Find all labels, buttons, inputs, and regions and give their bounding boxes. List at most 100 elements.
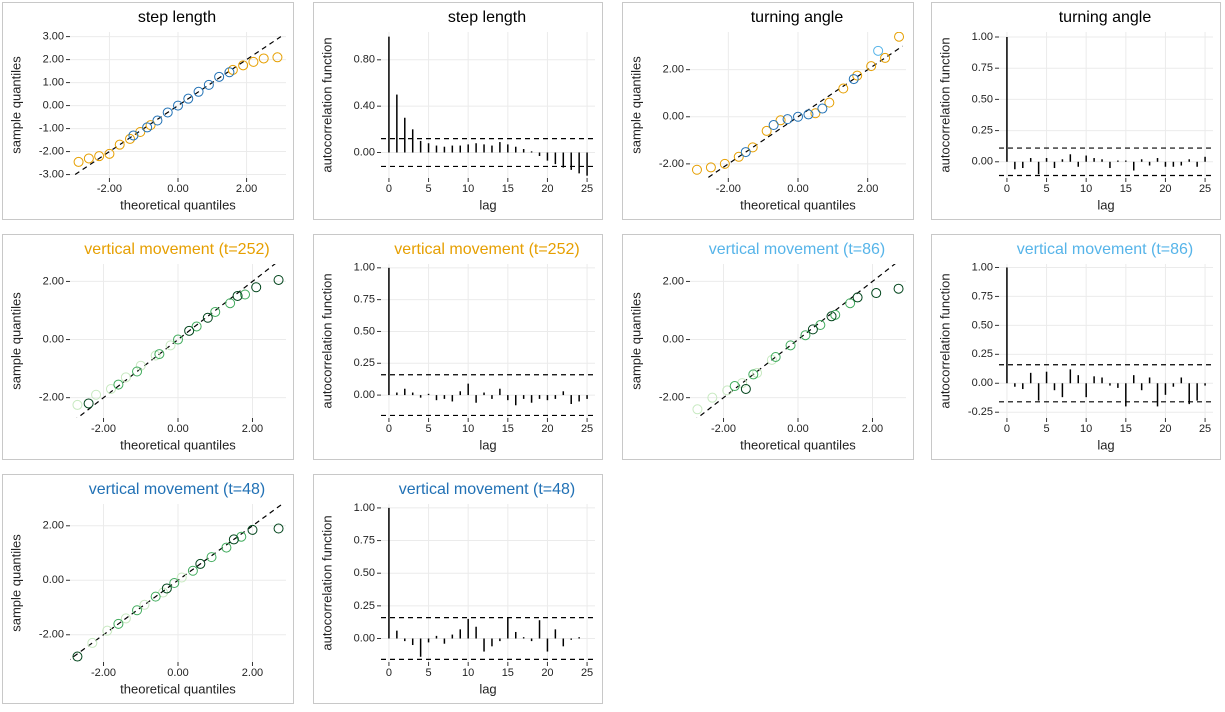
y-tick-label: 0.50	[972, 319, 993, 331]
x-tick-label: 20	[541, 183, 553, 195]
y-tick-label: 0.75	[972, 62, 993, 74]
x-tick-label: -2.00	[97, 183, 122, 195]
point	[880, 52, 891, 63]
point	[770, 351, 781, 362]
plot-area	[70, 504, 284, 662]
point	[135, 127, 146, 138]
x-tick-label: 25	[581, 667, 593, 679]
panel: vertical movement (t=86) lag autocorrelati…	[931, 234, 1221, 460]
point	[692, 404, 703, 415]
y-tick-label: 2.00	[43, 53, 64, 65]
point	[184, 325, 195, 336]
y-tick-label: 0.75	[354, 534, 375, 546]
y-tick-label: 0.00	[43, 99, 64, 111]
y-tick-label: 2.00	[663, 64, 684, 76]
panel: vertical movement (t=86) theoretical quan…	[622, 234, 914, 460]
point	[873, 45, 884, 56]
point	[113, 379, 124, 390]
x-tick-label: 10	[462, 423, 474, 435]
y-axis-label: autocorrelation function	[937, 37, 952, 172]
point	[191, 321, 202, 332]
panel-title: turning angle	[1059, 9, 1152, 26]
point	[113, 618, 124, 629]
panel-title: step length	[448, 9, 526, 26]
point	[83, 153, 94, 164]
y-tick-label: 0.25	[354, 600, 375, 612]
x-axis-label: theoretical quantiles	[740, 437, 856, 452]
point	[810, 108, 821, 119]
point	[187, 565, 198, 576]
point	[852, 70, 863, 81]
y-tick-label: 1.00	[972, 261, 993, 273]
x-tick-label: 2.00	[242, 423, 263, 435]
panel-title: vertical movement (t=86)	[1017, 241, 1194, 258]
panel: step length theoretical quantiles sample q…	[2, 2, 294, 220]
point	[785, 340, 796, 351]
point	[206, 552, 217, 563]
point	[214, 71, 225, 82]
point	[848, 74, 859, 85]
point	[132, 366, 143, 377]
y-tick-label: -1.00	[39, 122, 64, 134]
point	[83, 398, 94, 409]
x-tick-label: 0	[1004, 423, 1010, 435]
x-axis-label: lag	[1097, 437, 1114, 452]
point	[247, 524, 258, 535]
plot-area	[73, 36, 283, 176]
x-tick-label: 0.00	[167, 667, 188, 679]
point	[815, 320, 826, 331]
point	[793, 111, 803, 122]
point	[826, 311, 837, 322]
x-tick-label: 0.00	[167, 423, 188, 435]
point	[139, 599, 150, 610]
x-tick-label: 15	[502, 667, 514, 679]
point	[800, 330, 811, 341]
plot-area	[381, 36, 595, 176]
y-tick-label: 1.00	[43, 76, 64, 88]
y-tick-label: 2.00	[43, 520, 64, 532]
point	[104, 148, 115, 159]
y-tick-label: -2.00	[39, 629, 64, 641]
y-tick-label: 0.00	[354, 146, 375, 158]
point	[87, 637, 98, 648]
x-tick-label: 2.00	[857, 183, 878, 195]
x-tick-label: 2.00	[862, 423, 883, 435]
y-tick-label: -2.00	[659, 392, 684, 404]
point	[152, 115, 163, 126]
panel-border	[2, 474, 294, 704]
x-tick-label: -2.00	[711, 423, 736, 435]
panel-border	[622, 234, 914, 460]
plot-area	[999, 36, 1213, 177]
point	[128, 130, 139, 141]
point	[142, 122, 153, 133]
point	[705, 162, 716, 173]
x-tick-label: 25	[1199, 423, 1211, 435]
y-tick-label: 0.50	[972, 93, 993, 105]
point	[224, 67, 235, 78]
x-tick-label: 10	[1080, 183, 1092, 195]
y-tick-label: 0.00	[663, 111, 684, 123]
panel-title: vertical movement (t=48)	[399, 481, 576, 498]
panel: vertical movement (t=48) lag autocorrelati…	[313, 474, 603, 704]
y-tick-label: 2.00	[43, 275, 64, 287]
panel: step length lag autocorrelation function 0.…	[313, 2, 603, 220]
x-axis-label: theoretical quantiles	[740, 197, 856, 212]
panel-title: turning angle	[751, 9, 844, 26]
point	[154, 349, 165, 360]
point	[210, 306, 221, 317]
y-tick-label: 0.25	[354, 357, 375, 369]
x-tick-label: 20	[541, 667, 553, 679]
x-tick-label: 5	[425, 183, 431, 195]
point	[176, 572, 187, 583]
x-tick-label: 0	[386, 423, 392, 435]
point	[248, 56, 259, 67]
point	[225, 298, 236, 309]
panel-border	[2, 234, 294, 460]
point	[202, 312, 213, 323]
x-axis-label: theoretical quantiles	[120, 437, 236, 452]
panel: turning angle theoretical quantiles sample…	[622, 2, 914, 220]
x-tick-label: 5	[1043, 183, 1049, 195]
y-tick-label: 0.25	[972, 124, 993, 136]
point	[145, 120, 156, 131]
